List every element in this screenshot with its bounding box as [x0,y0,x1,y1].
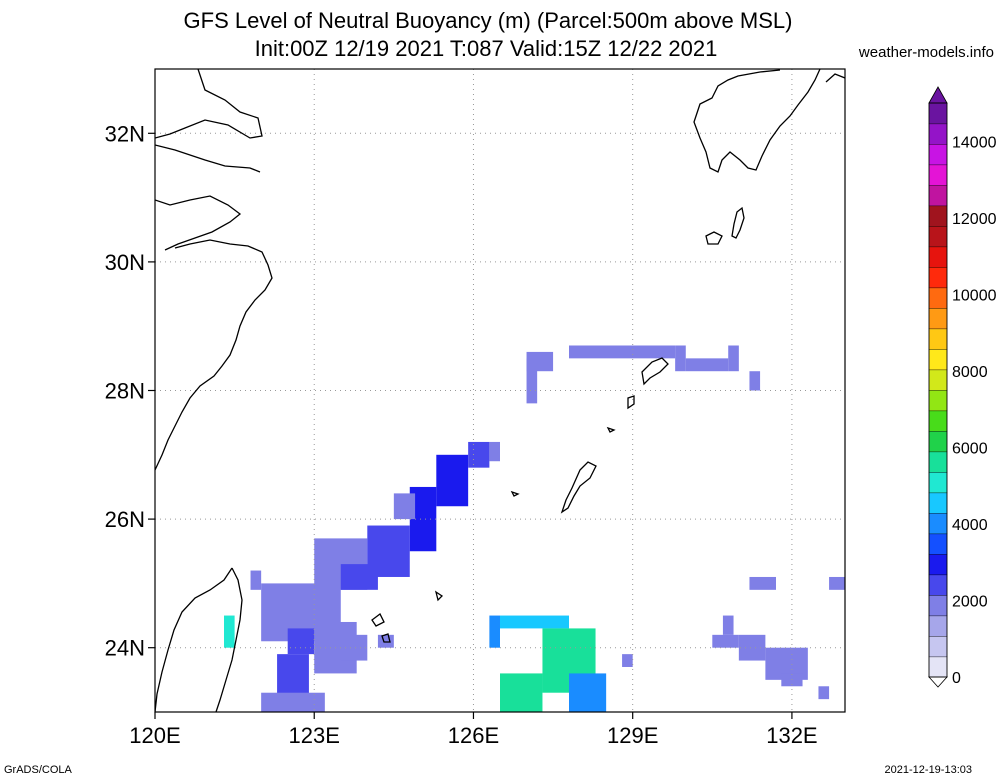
colorbar-swatch [928,430,948,453]
colorbar-swatch [928,184,948,207]
lnb-cell [261,692,325,712]
colorbar-swatch [928,492,948,514]
colorbar-swatch [928,123,948,145]
colorbar: 0 2000 4000 6000 8000 10000 12000 14000 [928,86,997,688]
lnb-cell [500,615,569,629]
lnb-cell [526,358,538,404]
lnb-cell [818,686,830,700]
colorbar-min-arrow [928,676,948,688]
lon-tick-label: 132E [766,723,817,748]
coastline-taiwan [155,567,243,712]
colorbar-swatch [928,410,948,432]
lnb-cell [738,634,766,661]
lnb-cell [489,615,500,648]
colorbar-label: 4000 [952,517,988,534]
colorbar-swatch [928,246,948,268]
lon-tick-label: 120E [129,723,180,748]
lnb-cell [569,673,607,712]
colorbar-label: 12000 [952,211,997,228]
colorbar-swatch [928,266,948,289]
colorbar-max-arrow [928,86,948,104]
lat-tick-label: 30N [105,250,145,275]
lnb-cell [622,654,633,667]
colorbar-swatch [928,307,948,330]
lnb-cell [340,634,368,661]
lon-tick-label: 123E [289,723,340,748]
colorbar-swatch [928,369,948,391]
colorbar-frame [928,102,948,678]
lnb-cell [367,525,410,577]
colorbar-swatch [928,594,948,617]
coastline-yakushima [705,231,723,245]
coastline-tanegashima [731,206,745,239]
lnb-cell [277,654,309,700]
colorbar-swatch [928,225,948,248]
colorbar-label: 10000 [952,287,997,304]
colorbar-label: 14000 [952,134,997,151]
colorbar-swatch [928,471,948,494]
colorbar-swatch [928,287,948,309]
footer-credit: GrADS/COLA [4,764,72,776]
lnb-cell [393,493,416,520]
lnb-cell [436,454,469,507]
lnb-cell [749,576,776,590]
lnb-cell [685,358,729,372]
coastline-okinawa [560,461,597,514]
lnb-cell [722,615,734,635]
lnb-cell [749,371,761,391]
colorbar-swatch [928,553,948,576]
lnb-cell [829,576,845,590]
colorbar-swatch [928,533,948,555]
lat-tick-label: 32N [105,121,145,146]
colorbar-label: 0 [952,670,961,687]
colorbar-swatch [928,615,948,637]
axis-ticks: 120E 123E 126E 129E 132E 24N 26N 28N 30N 32N [105,121,818,748]
lnb-cell [377,634,394,648]
footer-timestamp: 2021-12-19-13:03 [884,764,972,776]
coastline-kyushu [693,69,845,173]
map-subtitle: Init:00Z 12/19 2021 T:087 Valid:15Z 12/2… [254,36,718,61]
lnb-cell [526,351,554,372]
lat-tick-label: 24N [105,636,145,661]
colorbar-swatch [928,451,948,473]
lat-tick-label: 26N [105,507,145,532]
lnb-cell [712,634,739,648]
coastline-amami [641,357,669,386]
lnb-cell [468,441,490,468]
coastlines [155,69,845,712]
colorbar-label: 6000 [952,440,988,457]
lon-tick-label: 129E [607,723,658,748]
coastline-china [155,69,273,471]
map-title: GFS Level of Neutral Buoyancy (m) (Parce… [183,8,793,33]
colorbar-swatch [928,205,948,227]
coastline-small-islands [371,395,635,643]
lnb-cell [489,441,500,462]
lat-tick-label: 28N [105,379,145,404]
lon-tick-label: 126E [448,723,499,748]
lnb-cell [224,615,235,648]
lnb-cell [569,345,676,359]
colorbar-swatch [928,656,948,678]
site-credit: weather-models.info [858,44,994,61]
colorbar-swatch [928,164,948,186]
lnb-cell [500,673,543,712]
colorbar-swatch [928,389,948,412]
colorbar-swatch [928,102,948,125]
colorbar-swatch [928,635,948,658]
colorbar-label: 8000 [952,364,988,381]
colorbar-swatch [928,574,948,596]
lnb-cell [287,628,315,655]
lnb-cell [728,345,739,372]
lnb-cell [250,570,262,590]
colorbar-swatch [928,328,948,350]
lnb-cell [675,345,686,372]
colorbar-label: 2000 [952,593,988,610]
colorbar-swatch [928,512,948,535]
colorbar-swatch [928,143,948,166]
colorbar-swatch [928,348,948,371]
lnb-field [224,345,845,712]
